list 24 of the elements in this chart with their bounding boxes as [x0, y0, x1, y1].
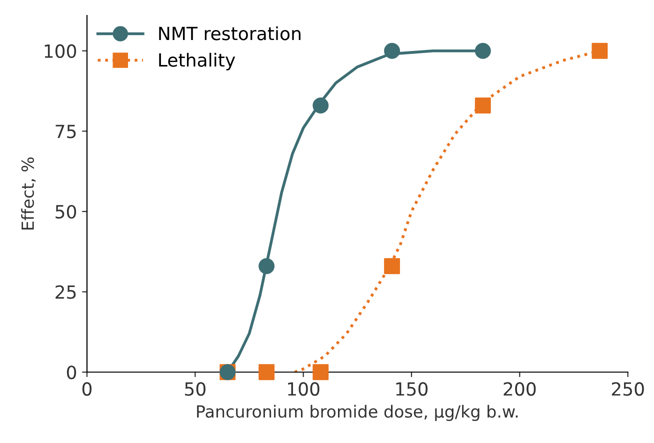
point [258, 364, 275, 380]
point [312, 97, 329, 114]
legend-label: Lethality [159, 52, 236, 70]
point [474, 42, 491, 59]
x-tick-label: 0 [82, 382, 92, 396]
x-tick-label: 200 [504, 382, 536, 396]
x-axis-title: Pancuronium bromide dose, µg/kg b.w. [197, 404, 518, 421]
point [258, 258, 275, 274]
point [474, 97, 491, 114]
y-tick-label: 50 [56, 204, 76, 219]
x-tick-label: 50 [185, 382, 206, 396]
y-axis-title: Effect, % [21, 157, 36, 230]
x-tick-label: 150 [396, 382, 428, 396]
y-tick-label: 25 [56, 285, 76, 299]
y-tick-label: 100 [44, 44, 76, 58]
point [384, 42, 400, 59]
point [384, 258, 400, 274]
point [312, 364, 329, 380]
y-tick-label: 75 [56, 124, 76, 138]
legend-label: NMT restoration [159, 26, 300, 40]
point [592, 42, 608, 59]
y-tick-label: 0 [66, 366, 76, 380]
x-tick-label: 100 [288, 382, 320, 396]
x-tick-label: 250 [612, 382, 644, 396]
